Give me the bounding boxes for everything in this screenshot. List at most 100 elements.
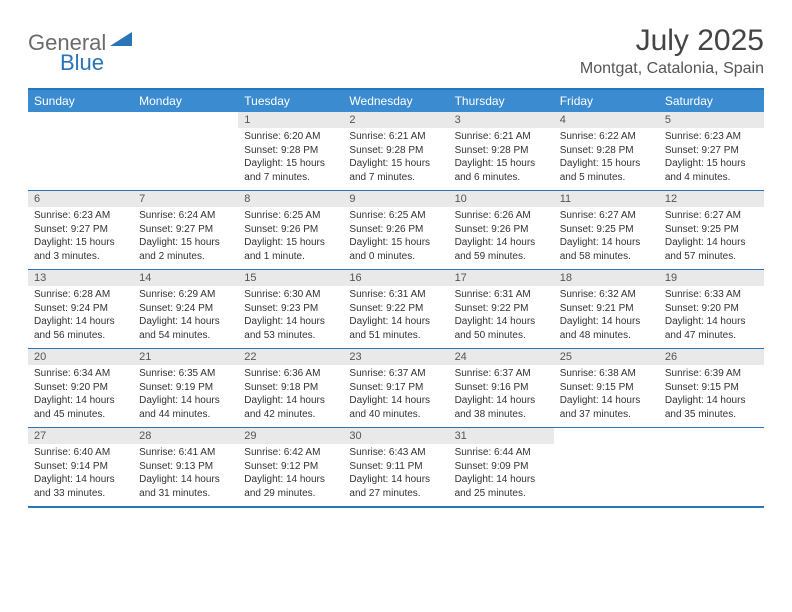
day-number: 3: [449, 112, 554, 128]
sunset-line: Sunset: 9:22 PM: [455, 302, 548, 316]
day-cell: 15Sunrise: 6:30 AMSunset: 9:23 PMDayligh…: [238, 270, 343, 348]
sunrise-line: Sunrise: 6:25 AM: [244, 209, 337, 223]
daylight-line: Daylight: 14 hours and 35 minutes.: [665, 394, 758, 421]
day-body: Sunrise: 6:36 AMSunset: 9:18 PMDaylight:…: [238, 365, 343, 425]
day-cell: 12Sunrise: 6:27 AMSunset: 9:25 PMDayligh…: [659, 191, 764, 269]
day-cell: 2Sunrise: 6:21 AMSunset: 9:28 PMDaylight…: [343, 112, 448, 190]
day-cell: 31Sunrise: 6:44 AMSunset: 9:09 PMDayligh…: [449, 428, 554, 506]
weeks-container: 1Sunrise: 6:20 AMSunset: 9:28 PMDaylight…: [28, 112, 764, 506]
day-body: Sunrise: 6:29 AMSunset: 9:24 PMDaylight:…: [133, 286, 238, 346]
day-cell: 30Sunrise: 6:43 AMSunset: 9:11 PMDayligh…: [343, 428, 448, 506]
sunset-line: Sunset: 9:21 PM: [560, 302, 653, 316]
sunset-line: Sunset: 9:27 PM: [139, 223, 232, 237]
day-body: Sunrise: 6:34 AMSunset: 9:20 PMDaylight:…: [28, 365, 133, 425]
day-number: 4: [554, 112, 659, 128]
sunrise-line: Sunrise: 6:38 AM: [560, 367, 653, 381]
day-cell: 10Sunrise: 6:26 AMSunset: 9:26 PMDayligh…: [449, 191, 554, 269]
daylight-line: Daylight: 14 hours and 31 minutes.: [139, 473, 232, 500]
day-number: 29: [238, 428, 343, 444]
sunset-line: Sunset: 9:18 PM: [244, 381, 337, 395]
day-number: 2: [343, 112, 448, 128]
day-number: 12: [659, 191, 764, 207]
day-number: 21: [133, 349, 238, 365]
week-row: 6 Sunrise: 6:23 AM Sunset: 9:27 PM Daylight…: [28, 190, 764, 269]
day-number: 19: [659, 270, 764, 286]
day-number: [659, 428, 764, 444]
day-body: Sunrise: 6:39 AMSunset: 9:15 PMDaylight:…: [659, 365, 764, 425]
day-body: Sunrise: 6:40 AMSunset: 9:14 PMDaylight:…: [28, 444, 133, 504]
sunrise-line: Sunrise: 6:23 AM: [665, 130, 758, 144]
daylight-line: Daylight: 14 hours and 48 minutes.: [560, 315, 653, 342]
day-cell: 26Sunrise: 6:39 AMSunset: 9:15 PMDayligh…: [659, 349, 764, 427]
sunset-line: Sunset: 9:16 PM: [455, 381, 548, 395]
daylight-line: Daylight: 15 hours and 5 minutes.: [560, 157, 653, 184]
day-body: Sunrise: 6:26 AMSunset: 9:26 PMDaylight:…: [449, 207, 554, 267]
day-cell: 23Sunrise: 6:37 AMSunset: 9:17 PMDayligh…: [343, 349, 448, 427]
daylight-line: Daylight: 15 hours and 6 minutes.: [455, 157, 548, 184]
daylight-line: Daylight: 14 hours and 37 minutes.: [560, 394, 653, 421]
day-cell: 20Sunrise: 6:34 AMSunset: 9:20 PMDayligh…: [28, 349, 133, 427]
day-header-row: SundayMondayTuesdayWednesdayThursdayFrid…: [28, 90, 764, 112]
daylight-line: Daylight: 14 hours and 47 minutes.: [665, 315, 758, 342]
empty-cell: [28, 112, 133, 190]
sunrise-line: Sunrise: 6:37 AM: [349, 367, 442, 381]
day-cell: 28Sunrise: 6:41 AMSunset: 9:13 PMDayligh…: [133, 428, 238, 506]
daylight-line: Daylight: 15 hours and 4 minutes.: [665, 157, 758, 184]
logo-text-blue: Blue: [60, 50, 104, 75]
day-number: 14: [133, 270, 238, 286]
day-number: 17: [449, 270, 554, 286]
daylight-line: Daylight: 14 hours and 29 minutes.: [244, 473, 337, 500]
day-number: [133, 112, 238, 128]
daylight-line: Daylight: 14 hours and 40 minutes.: [349, 394, 442, 421]
day-number: 23: [343, 349, 448, 365]
day-number: [554, 428, 659, 444]
week-row: 1Sunrise: 6:20 AMSunset: 9:28 PMDaylight…: [28, 112, 764, 190]
day-body: Sunrise: 6:37 AMSunset: 9:17 PMDaylight:…: [343, 365, 448, 425]
sunrise-line: Sunrise: 6:32 AM: [560, 288, 653, 302]
day-cell: 13Sunrise: 6:28 AMSunset: 9:24 PMDayligh…: [28, 270, 133, 348]
day-body: Sunrise: 6:21 AMSunset: 9:28 PMDaylight:…: [449, 128, 554, 188]
header: General July 2025 Montgat, Catalonia, Sp…: [28, 24, 764, 78]
sunset-line: Sunset: 9:28 PM: [560, 144, 653, 158]
logo-triangle-icon: [110, 30, 132, 51]
day-number: 22: [238, 349, 343, 365]
day-body: Sunrise: 6:41 AMSunset: 9:13 PMDaylight:…: [133, 444, 238, 504]
day-body: Sunrise: 6:31 AMSunset: 9:22 PMDaylight:…: [343, 286, 448, 346]
day-cell: 29Sunrise: 6:42 AMSunset: 9:12 PMDayligh…: [238, 428, 343, 506]
day-cell: 1Sunrise: 6:20 AMSunset: 9:28 PMDaylight…: [238, 112, 343, 190]
day-number: 6: [28, 191, 133, 207]
sunrise-line: Sunrise: 6:43 AM: [349, 446, 442, 460]
daylight-line: Daylight: 15 hours and 7 minutes.: [244, 157, 337, 184]
sunrise-line: Sunrise: 6:22 AM: [560, 130, 653, 144]
daylight-line: Daylight: 14 hours and 25 minutes.: [455, 473, 548, 500]
daylight-line: Daylight: 14 hours and 54 minutes.: [139, 315, 232, 342]
daylight-line: Daylight: 15 hours and 3 minutes.: [34, 236, 127, 263]
sunrise-line: Sunrise: 6:20 AM: [244, 130, 337, 144]
day-cell: 3Sunrise: 6:21 AMSunset: 9:28 PMDaylight…: [449, 112, 554, 190]
daylight-line: Daylight: 14 hours and 45 minutes.: [34, 394, 127, 421]
sunset-line: Sunset: 9:09 PM: [455, 460, 548, 474]
day-body: Sunrise: 6:25 AMSunset: 9:26 PMDaylight:…: [343, 207, 448, 267]
sunset-line: Sunset: 9:26 PM: [455, 223, 548, 237]
sunset-line: Sunset: 9:25 PM: [560, 223, 653, 237]
day-header: Tuesday: [238, 90, 343, 112]
daylight-line: Daylight: 14 hours and 44 minutes.: [139, 394, 232, 421]
sunset-line: Sunset: 9:24 PM: [34, 302, 127, 316]
day-cell: 11Sunrise: 6:27 AMSunset: 9:25 PMDayligh…: [554, 191, 659, 269]
sunrise-line: Sunrise: 6:21 AM: [455, 130, 548, 144]
sunrise-line: Sunrise: 6:29 AM: [139, 288, 232, 302]
day-header: Thursday: [449, 90, 554, 112]
sunrise-line: Sunrise: 6:40 AM: [34, 446, 127, 460]
sunrise-line: Sunrise: 6:23 AM: [34, 209, 127, 223]
week-row: 20Sunrise: 6:34 AMSunset: 9:20 PMDayligh…: [28, 348, 764, 427]
sunrise-line: Sunrise: 6:31 AM: [455, 288, 548, 302]
daylight-line: Daylight: 15 hours and 7 minutes.: [349, 157, 442, 184]
sunrise-line: Sunrise: 6:42 AM: [244, 446, 337, 460]
day-cell: 18Sunrise: 6:32 AMSunset: 9:21 PMDayligh…: [554, 270, 659, 348]
daylight-line: Daylight: 14 hours and 51 minutes.: [349, 315, 442, 342]
empty-cell: [133, 112, 238, 190]
sunrise-line: Sunrise: 6:37 AM: [455, 367, 548, 381]
day-cell: 25Sunrise: 6:38 AMSunset: 9:15 PMDayligh…: [554, 349, 659, 427]
day-body: Sunrise: 6:24 AMSunset: 9:27 PMDaylight:…: [133, 207, 238, 267]
day-cell: 27Sunrise: 6:40 AMSunset: 9:14 PMDayligh…: [28, 428, 133, 506]
